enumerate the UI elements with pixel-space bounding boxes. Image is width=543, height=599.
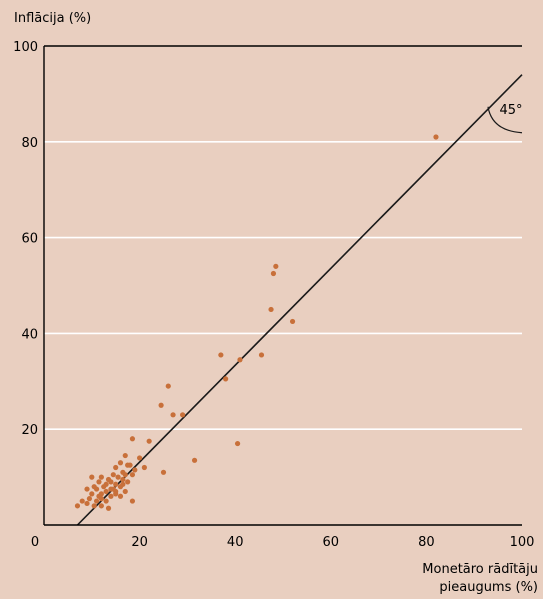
data-point-65 xyxy=(110,486,116,492)
data-point-50 xyxy=(117,493,124,499)
data-point-55 xyxy=(129,498,136,504)
reference-line-group xyxy=(76,74,523,526)
data-point-8 xyxy=(223,376,229,382)
data-point-45 xyxy=(84,486,90,492)
x-tick-label-80: 80 xyxy=(418,535,435,550)
data-point-14 xyxy=(129,436,136,442)
y-tick-label-100: 100 xyxy=(13,40,38,55)
data-point-9 xyxy=(165,383,171,389)
data-point-19 xyxy=(141,464,147,471)
data-point-32 xyxy=(115,474,121,480)
data-point-37 xyxy=(125,479,131,485)
x-tick-label-100: 100 xyxy=(510,535,535,550)
angle-annotation-label: 45° xyxy=(499,103,522,118)
data-point-11 xyxy=(170,412,176,418)
data-point-6 xyxy=(258,352,265,358)
reference-line xyxy=(76,74,523,526)
data-point-20 xyxy=(160,469,167,475)
data-point-27 xyxy=(110,472,116,478)
axes xyxy=(43,45,522,526)
data-point-15 xyxy=(146,438,152,444)
data-point-39 xyxy=(113,481,119,487)
data-point-21 xyxy=(117,460,124,466)
data-point-18 xyxy=(122,452,128,459)
data-points xyxy=(74,134,439,511)
data-point-2 xyxy=(270,270,277,277)
data-point-12 xyxy=(180,412,186,418)
data-point-10 xyxy=(158,402,164,408)
angle-arc xyxy=(487,106,523,134)
x-axis-title-line-1: Monetāro rādītāju xyxy=(422,562,538,577)
data-point-28 xyxy=(122,472,128,478)
data-point-66 xyxy=(120,481,126,487)
data-point-34 xyxy=(120,476,126,483)
data-point-1 xyxy=(273,263,279,269)
data-point-3 xyxy=(268,306,274,313)
x-tick-label-20: 20 xyxy=(131,535,148,550)
data-point-7 xyxy=(237,357,243,363)
data-point-58 xyxy=(91,503,97,509)
data-point-4 xyxy=(289,318,296,325)
data-point-25 xyxy=(132,467,138,473)
data-point-31 xyxy=(89,474,95,480)
data-point-61 xyxy=(74,503,81,509)
data-point-23 xyxy=(127,462,133,468)
data-point-56 xyxy=(84,500,90,507)
y-tick-label-20: 20 xyxy=(21,423,38,438)
data-point-53 xyxy=(93,498,100,504)
data-point-67 xyxy=(122,488,128,495)
tick-labels: 0 20 40 60 80 100 20 40 60 80 100 xyxy=(13,40,534,550)
data-point-63 xyxy=(96,493,102,499)
data-point-24 xyxy=(113,464,119,471)
data-point-57 xyxy=(79,498,85,504)
data-point-60 xyxy=(105,505,112,511)
data-point-16 xyxy=(191,457,198,463)
gridlines xyxy=(44,141,522,431)
data-point-36 xyxy=(108,479,114,485)
data-point-0 xyxy=(433,134,439,140)
data-point-17 xyxy=(137,455,143,461)
data-point-44 xyxy=(93,486,100,492)
data-point-46 xyxy=(103,488,109,495)
data-point-41 xyxy=(101,484,107,490)
y-tick-label-40: 40 xyxy=(21,327,38,342)
data-point-30 xyxy=(98,474,104,480)
data-point-54 xyxy=(103,498,109,504)
y-tick-label-80: 80 xyxy=(21,136,38,151)
data-point-5 xyxy=(218,352,224,358)
data-point-35 xyxy=(96,479,102,485)
data-point-49 xyxy=(89,491,95,497)
data-point-59 xyxy=(98,503,104,509)
data-point-51 xyxy=(108,493,114,499)
x-axis-title-line-2: pieaugums (%) xyxy=(439,580,538,595)
x-tick-label-60: 60 xyxy=(323,535,340,550)
x-tick-label-40: 40 xyxy=(227,535,244,550)
x-tick-label-0: 0 xyxy=(31,535,39,550)
data-point-62 xyxy=(113,491,119,497)
y-axis-title: Inflācija (%) xyxy=(14,11,91,26)
data-point-13 xyxy=(234,440,241,447)
data-point-29 xyxy=(129,472,136,478)
data-point-64 xyxy=(86,496,93,502)
y-tick-label-60: 60 xyxy=(21,232,38,247)
